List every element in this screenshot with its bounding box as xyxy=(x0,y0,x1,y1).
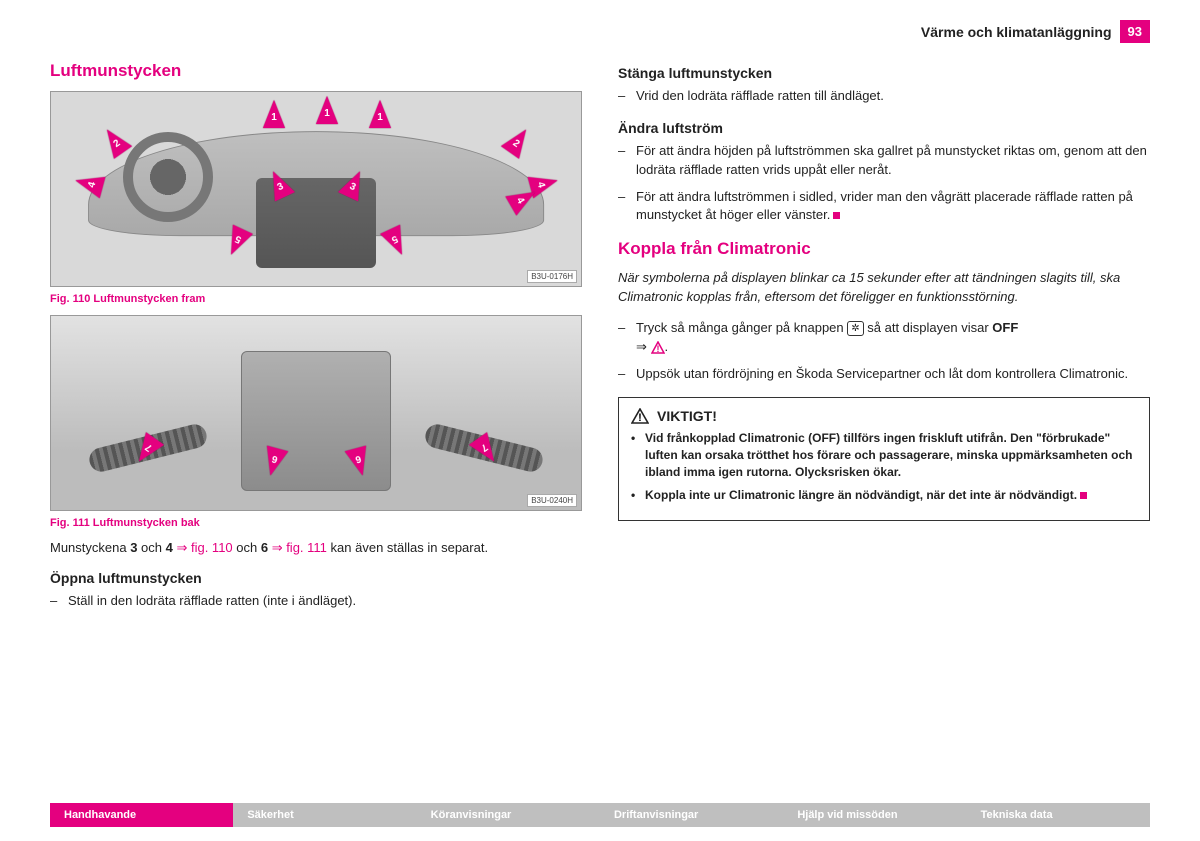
fig111-code: B3U-0240H xyxy=(527,494,577,507)
open-vents-list: Ställ in den lodräta räfflade ratten (in… xyxy=(50,592,582,611)
warning-triangle-icon: ! xyxy=(631,408,649,424)
vent-arrow-1: 1 xyxy=(263,100,285,128)
footer-tabs: HandhavandeSäkerhetKöranvisningarDriftan… xyxy=(50,803,1150,827)
vent-arrow-1: 1 xyxy=(316,96,338,124)
change-air-list: För att ändra höjden på luftströmmen ska… xyxy=(618,142,1150,225)
fan-button-icon: ✲ xyxy=(847,321,863,336)
end-marker-icon xyxy=(1080,492,1087,499)
fig111-caption: Fig. 111 Luftmunstycken bak xyxy=(50,517,582,529)
change-air-title: Ändra luftström xyxy=(618,120,1150,136)
climatronic-title: Koppla från Climatronic xyxy=(618,239,1150,259)
open-vents-item: Ställ in den lodräta räfflade ratten (in… xyxy=(50,592,582,611)
svg-text:!: ! xyxy=(656,344,659,354)
left-column: Luftmunstycken 111224433455 B3U-0176H Fi… xyxy=(50,61,582,625)
footer-tab-tekniska-data[interactable]: Tekniska data xyxy=(967,803,1150,827)
warning-box: ! VIKTIGT! Vid frånkopplad Climatronic (… xyxy=(618,397,1150,520)
change-air-item-1: För att ändra höjden på luftströmmen ska… xyxy=(618,142,1150,180)
climatronic-list: Tryck så många gånger på knappen ✲ så at… xyxy=(618,319,1150,384)
end-marker-icon xyxy=(833,212,840,219)
luftmunstycken-title: Luftmunstycken xyxy=(50,61,582,81)
intro-paragraph: Munstyckena 3 och 4 ⇒ fig. 110 och 6 ⇒ f… xyxy=(50,539,582,558)
footer-tab-köranvisningar[interactable]: Köranvisningar xyxy=(417,803,600,827)
right-column: Stänga luftmunstycken Vrid den lodräta r… xyxy=(618,61,1150,625)
vent-arrow-1: 1 xyxy=(369,100,391,128)
fig110-code: B3U-0176H xyxy=(527,270,577,283)
close-vents-item: Vrid den lodräta räfflade ratten till än… xyxy=(618,87,1150,106)
warning-bullet-1: Vid frånkopplad Climatronic (OFF) tillfö… xyxy=(631,430,1137,480)
warning-triangle-icon: ! xyxy=(651,341,665,354)
close-vents-list: Vrid den lodräta räfflade ratten till än… xyxy=(618,87,1150,106)
vent-arrow-4: 4 xyxy=(72,169,105,197)
warning-title: VIKTIGT! xyxy=(657,408,717,424)
vent-arrow-2: 2 xyxy=(98,123,132,159)
footer-tab-säkerhet[interactable]: Säkerhet xyxy=(233,803,416,827)
open-vents-title: Öppna luftmunstycken xyxy=(50,570,582,586)
change-air-item-2: För att ändra luftströmmen i sidled, vri… xyxy=(618,188,1150,226)
close-vents-title: Stänga luftmunstycken xyxy=(618,65,1150,81)
vent-arrow-2: 2 xyxy=(501,123,535,159)
footer-tab-hjälp-vid-missöden[interactable]: Hjälp vid missöden xyxy=(783,803,966,827)
footer-tab-handhavande[interactable]: Handhavande xyxy=(50,803,233,827)
climatronic-item-2: Uppsök utan fördröjning en Škoda Service… xyxy=(618,365,1150,384)
page-header: Värme och klimatanläggning 93 xyxy=(50,20,1150,43)
footer-tab-driftanvisningar[interactable]: Driftanvisningar xyxy=(600,803,783,827)
climatronic-item-1: Tryck så många gånger på knappen ✲ så at… xyxy=(618,319,1150,357)
svg-text:!: ! xyxy=(638,412,642,424)
figure-110: 111224433455 B3U-0176H xyxy=(50,91,582,287)
climatronic-intro: När symbolerna på displayen blinkar ca 1… xyxy=(618,269,1150,307)
fig110-caption: Fig. 110 Luftmunstycken fram xyxy=(50,293,582,305)
header-section: Värme och klimatanläggning xyxy=(921,24,1112,40)
warning-bullet-2: Koppla inte ur Climatronic längre än nöd… xyxy=(631,487,1137,504)
page-number: 93 xyxy=(1120,20,1150,43)
figure-111: 7667 B3U-0240H xyxy=(50,315,582,511)
